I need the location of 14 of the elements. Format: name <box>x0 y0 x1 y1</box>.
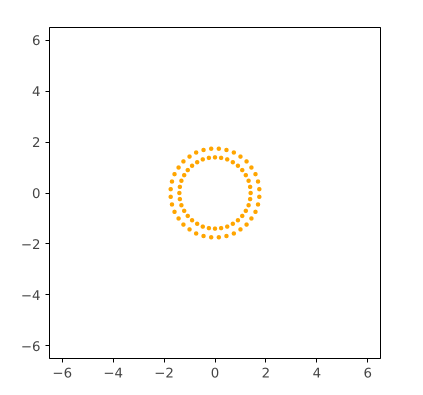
x-tick-label: 2 <box>262 366 270 382</box>
x-tick-label: 4 <box>312 366 322 382</box>
x-tick-label: 0 <box>210 366 220 382</box>
y-tick-label: 0 <box>32 187 41 202</box>
y-tick-label: 6 <box>32 34 41 50</box>
y-tick-label: −4 <box>20 288 41 304</box>
y-tick-label: −2 <box>20 238 41 253</box>
x-tick-label: 6 <box>364 366 372 382</box>
y-tick-label: −6 <box>20 340 41 355</box>
x-tick-label: −2 <box>154 366 174 382</box>
x-tick-label: −6 <box>52 366 72 382</box>
y-tick-label: 2 <box>32 136 41 152</box>
y-tick-label: 4 <box>32 85 41 100</box>
x-tick-label: −4 <box>103 366 123 382</box>
